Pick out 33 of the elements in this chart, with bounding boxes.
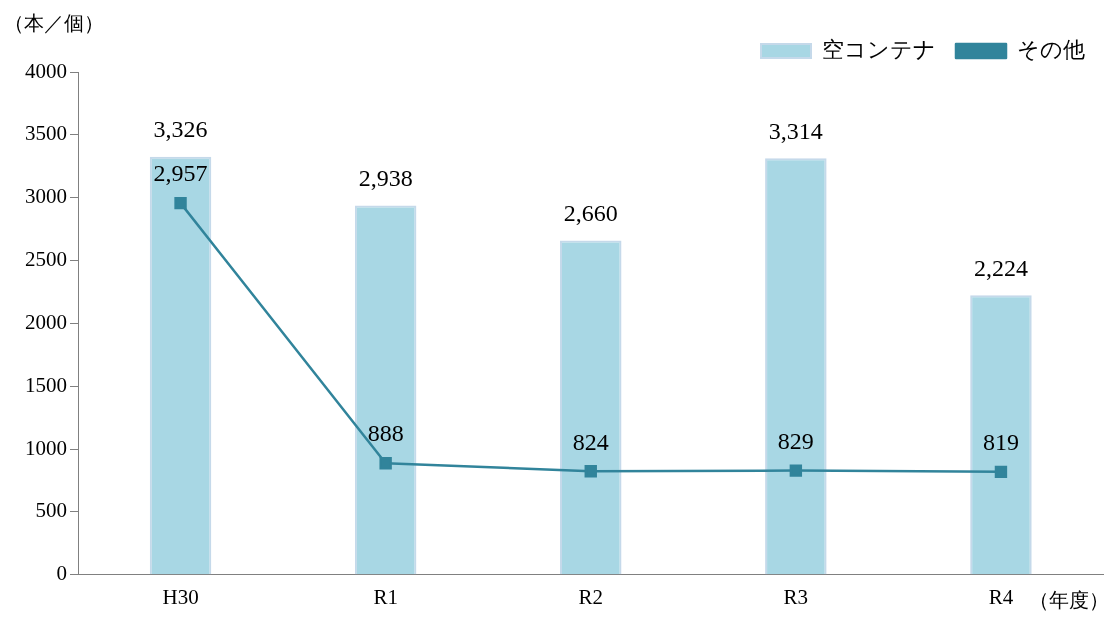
point [994,465,1008,479]
data-label: 824 [572,428,609,455]
y-tick-label: 2500 [25,247,67,272]
data-label: 2,660 [563,199,618,226]
x-tick-label: H30 [162,584,199,609]
y-tick-label: 0 [56,561,67,586]
y-tick-label: 3500 [25,121,67,146]
data-label: 3,314 [768,117,823,144]
x-axis-title: （年度） [1029,588,1109,613]
point [379,456,392,470]
y-tick-label: 4000 [25,58,67,83]
data-label: 3,326 [153,116,208,143]
y-axis-title: （本／個） [4,11,104,36]
y-tick-label: 3000 [25,184,67,209]
data-label: 819 [982,429,1019,456]
legend-label: その他 [1017,36,1085,62]
y-tick-label: 2000 [25,309,67,334]
y-tick-label: 1500 [25,372,67,397]
data-label: 2,938 [358,164,413,191]
x-tick-label: R3 [783,584,809,609]
data-label: 2,224 [973,254,1028,281]
point [174,196,187,210]
x-tick-label: R1 [373,584,398,609]
data-label: 829 [777,427,814,454]
y-tick-label: 500 [35,498,67,523]
x-tick-label: R4 [988,584,1014,609]
y-tick-label: 1000 [25,435,67,460]
x-tick-label: R2 [578,584,604,609]
point [584,465,597,478]
data-label: 2,957 [153,160,208,187]
data-label: 888 [367,420,404,447]
point [789,464,803,477]
legend-label: 空コンテナ [822,36,936,62]
